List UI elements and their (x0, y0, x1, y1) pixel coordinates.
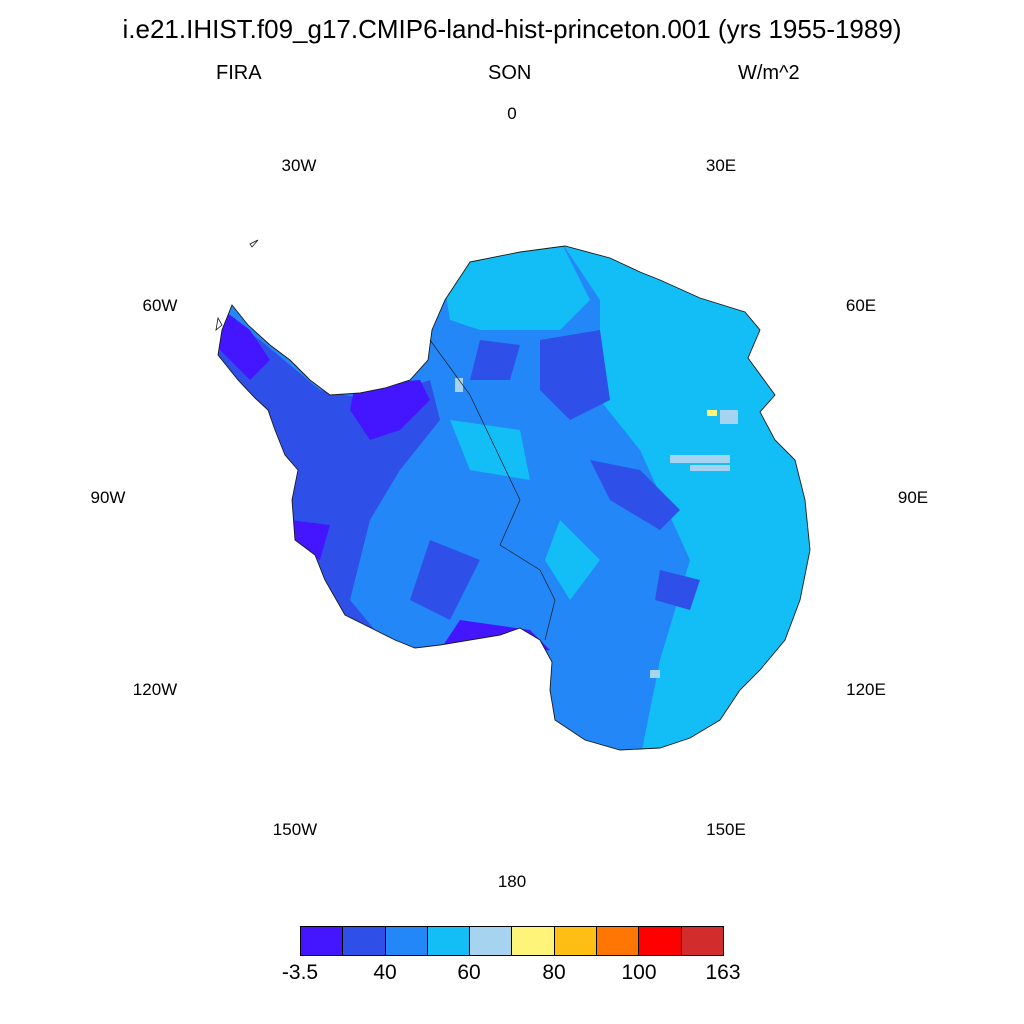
lon-label-60e: 60E (845, 296, 877, 315)
colorbar-tick-label: 40 (373, 961, 397, 984)
interior-patch-1 (540, 330, 610, 420)
colorbar-swatch-0 (301, 927, 344, 955)
colorbar-swatch-1 (343, 927, 386, 955)
lon-label-30w: 30W (281, 156, 317, 175)
coastline (217, 245, 811, 751)
grounding-line (429, 339, 556, 641)
units-label: W/m^2 (738, 62, 800, 84)
island-outline (249, 239, 259, 248)
lon-label-90w: 90W (90, 488, 126, 507)
colorbar-tick-label: 100 (621, 961, 657, 984)
highlight-patch-2 (455, 378, 463, 392)
dronning-maud-region (440, 246, 590, 330)
west-antarctica-region (218, 300, 440, 660)
colorbar (300, 926, 724, 956)
lon-label-30e: 30E (705, 156, 737, 175)
season-label: SON (488, 62, 532, 84)
interior-patch-3 (590, 460, 680, 530)
colorbar-tick-label: 80 (542, 961, 566, 984)
lon-label-120w: 120W (132, 680, 178, 699)
island-outline-2 (215, 316, 223, 331)
map-title: i.e21.IHIST.f09_g17.CMIP6-land-hist-prin… (122, 14, 902, 44)
colorbar-swatch-9 (681, 927, 723, 955)
interior-patch-6 (410, 540, 480, 620)
colorbar-tick-label: 60 (457, 961, 481, 984)
yellow-highlight (707, 410, 717, 416)
lon-label-0: 0 (507, 104, 517, 123)
lon-label-150e: 150E (706, 820, 746, 839)
lon-label-150w: 150W (272, 820, 318, 839)
colorbar-swatch-8 (639, 927, 682, 955)
lon-label-90e: 90E (897, 488, 929, 507)
colorbar-swatch-2 (385, 927, 428, 955)
interior-patch-4 (655, 570, 700, 610)
colorbar-tick-label: -3.5 (281, 961, 319, 984)
colorbar-swatch-6 (554, 927, 598, 955)
ronne-shelf-region (350, 380, 430, 440)
interior-patch-8 (545, 520, 600, 600)
lon-label-180: 180 (497, 872, 527, 891)
interior-patch-7 (450, 420, 530, 480)
variable-label: FIRA (216, 62, 262, 84)
colorbar-swatch-3 (427, 927, 471, 955)
interior-patch-2 (470, 340, 520, 380)
highlight-patch-3 (650, 670, 660, 678)
highlight-strip-1 (670, 455, 730, 463)
lon-label-120e: 120E (846, 680, 886, 699)
colorbar-tick-label: 163 (705, 961, 741, 984)
colorbar-swatch-7 (597, 927, 640, 955)
colorbar-swatch-5 (512, 927, 555, 955)
colorbar-swatch-4 (470, 927, 513, 955)
lon-label-60w: 60W (142, 296, 178, 315)
interior-patch-5 (600, 640, 650, 700)
highlight-patch (720, 410, 738, 424)
highlight-strip-2 (690, 465, 730, 471)
